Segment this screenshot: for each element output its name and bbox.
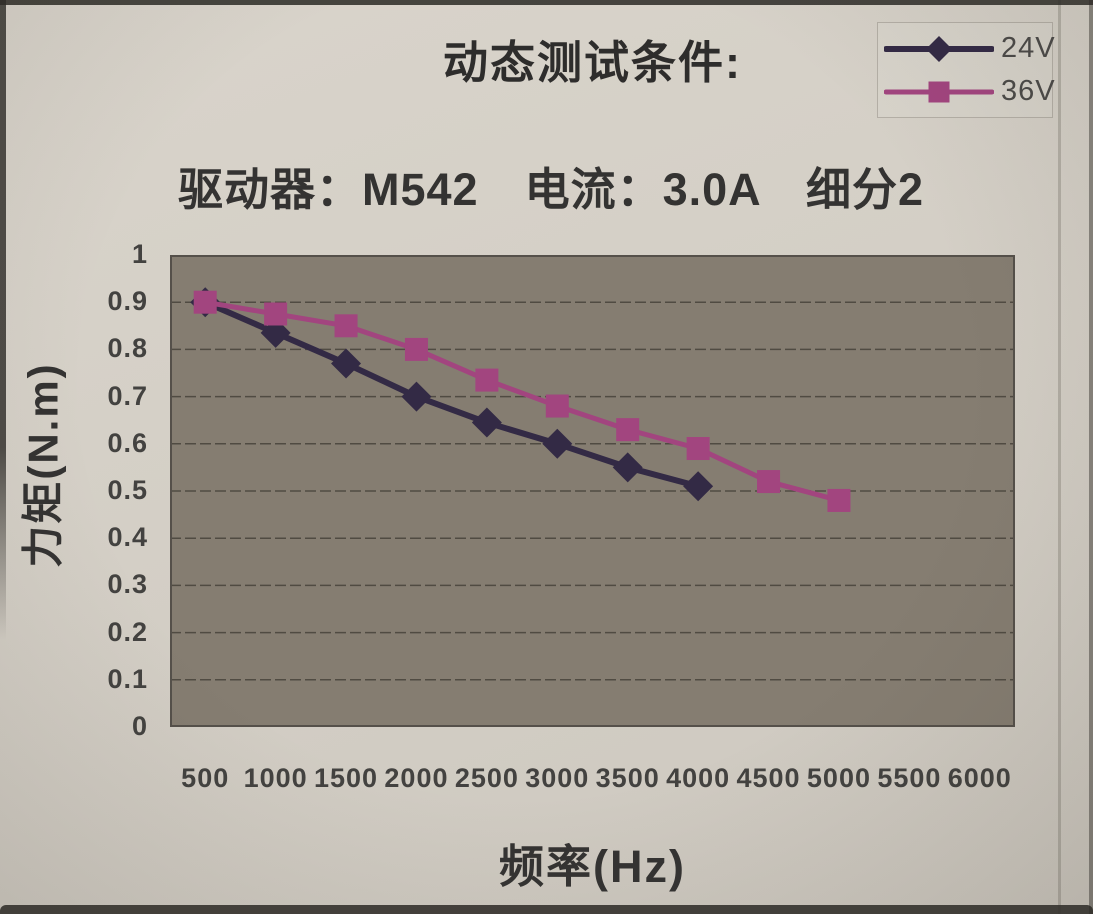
- data-point-24V-2500hz: [471, 407, 502, 438]
- plot-area: [170, 255, 1015, 727]
- data-point-36V-1000hz: [264, 302, 288, 326]
- chart-subtitle: 驱动器：M542 电流：3.0A 细分2: [178, 164, 924, 215]
- photo-edge-right: [1089, 0, 1093, 914]
- data-point-36V-4000hz: [686, 437, 710, 461]
- data-point-36V-5000hz: [827, 488, 851, 512]
- x-tick-4500: 4500: [736, 763, 801, 793]
- x-tick-3000: 3000: [525, 763, 590, 793]
- y-tick-0.5: 0.5: [107, 475, 148, 505]
- chart-title: 动态测试条件:: [443, 37, 742, 88]
- legend-label-36v: 36V: [1001, 75, 1056, 107]
- x-tick-5500: 5500: [877, 763, 942, 793]
- data-point-36V-2500hz: [475, 368, 499, 392]
- y-tick-0.8: 0.8: [107, 333, 148, 364]
- y-tick-0.3: 0.3: [107, 569, 148, 600]
- data-point-36V-500hz: [193, 290, 217, 314]
- y-tick-0.4: 0.4: [107, 522, 148, 553]
- data-point-24V-3000hz: [542, 428, 573, 459]
- series-line-36V: [202, 299, 842, 503]
- y-tick-0.1: 0.1: [107, 663, 148, 694]
- x-tick-6000: 6000: [947, 763, 1012, 793]
- legend: 24V 36V: [877, 22, 1055, 118]
- legend-marker-24V: [926, 35, 952, 62]
- x-tick-1500: 1500: [313, 763, 379, 793]
- data-point-36V-3000hz: [545, 394, 569, 418]
- data-point-24V-2000hz: [401, 381, 432, 412]
- photo-edge-left: [0, 0, 6, 640]
- y-tick-1: 1: [131, 239, 148, 269]
- y-tick-0.2: 0.2: [107, 616, 148, 647]
- y-tick-0.7: 0.7: [107, 380, 148, 411]
- x-tick-5000: 5000: [806, 763, 871, 793]
- legend-label-24v: 24V: [1001, 32, 1056, 64]
- data-point-24V-4000hz: [683, 471, 714, 502]
- x-tick-1000: 1000: [243, 763, 308, 793]
- data-point-36V-4500hz: [757, 470, 781, 494]
- x-tick-2500: 2500: [454, 763, 519, 793]
- y-tick-0: 0: [131, 711, 148, 741]
- y-tick-0.9: 0.9: [107, 286, 148, 317]
- legend-marker-36V: [928, 81, 950, 102]
- x-tick-4000: 4000: [666, 763, 731, 793]
- x-tick-500: 500: [181, 763, 230, 793]
- legend-swatch-24v-diamond: [884, 35, 994, 62]
- x-tick-3500: 3500: [595, 763, 660, 793]
- data-point-24V-1500hz: [331, 348, 362, 379]
- data-point-36V-3500hz: [616, 418, 640, 442]
- photo-edge-bottom: [0, 905, 1093, 914]
- plot-border: [170, 255, 1015, 727]
- legend-item-24v: 24V: [884, 32, 1055, 65]
- series-line-24V: [202, 299, 702, 490]
- x-axis-title: 频率(Hz): [499, 841, 686, 892]
- data-point-36V-1500hz: [334, 314, 358, 338]
- data-point-24V-3500hz: [612, 452, 643, 483]
- page-crease: [1058, 0, 1061, 914]
- x-tick-2000: 2000: [384, 763, 449, 793]
- y-tick-0.6: 0.6: [107, 427, 148, 458]
- data-point-36V-2000hz: [404, 337, 428, 361]
- photo-edge-top: [0, 0, 1093, 5]
- legend-swatch-36v-square: [884, 81, 994, 102]
- legend-item-36v: 36V: [884, 75, 1055, 108]
